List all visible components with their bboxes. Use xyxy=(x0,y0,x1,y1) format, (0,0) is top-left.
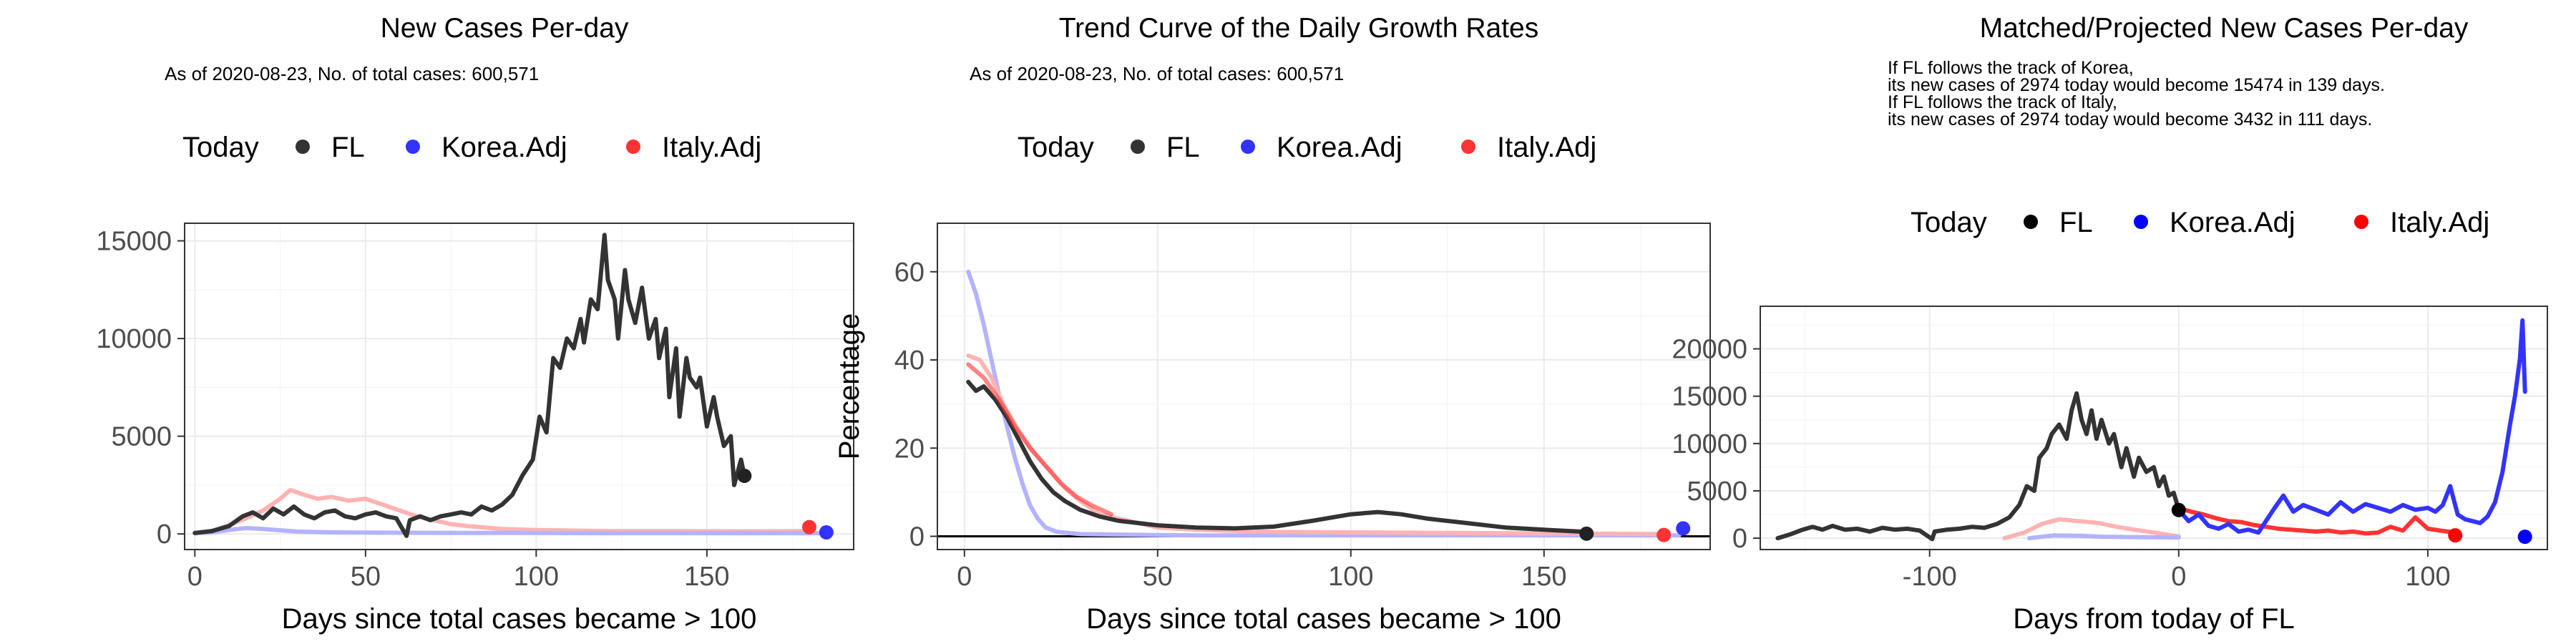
legend-marker xyxy=(2134,215,2148,229)
today-point-fl xyxy=(2171,502,2186,517)
chart-annotation: its new cases of 2974 today would become… xyxy=(1888,75,2385,95)
x-tick-label: 100 xyxy=(1328,562,1373,592)
series-line-italy-adj xyxy=(2176,505,2458,536)
legend-label: FL xyxy=(331,132,365,163)
chart-title: Trend Curve of the Daily Growth Rates xyxy=(1059,13,1538,44)
axes: -100 0 100 0 5000 10000 15000 20000 xyxy=(1672,335,2450,592)
series-line-italy-adj xyxy=(966,362,1113,517)
series-line-korea-adj xyxy=(2026,533,2181,541)
legend-label: Korea.Adj xyxy=(1277,132,1402,163)
series-group xyxy=(1775,318,2532,545)
y-tick-label: 10000 xyxy=(1672,429,1747,459)
series-line-korea-adj xyxy=(192,526,829,536)
legend-heading: Today xyxy=(1018,132,1094,163)
y-tick-label: 10000 xyxy=(96,324,172,354)
chart-subtitle: As of 2020-08-23, No. of total cases: 60… xyxy=(165,63,539,84)
series-line-fl xyxy=(966,379,1589,535)
x-tick-label: 150 xyxy=(1521,562,1566,592)
chart-annotation: its new cases of 2974 today would become… xyxy=(1888,109,2372,130)
y-tick-label: 0 xyxy=(157,519,172,550)
chart-title: New Cases Per-day xyxy=(381,13,629,44)
legend-marker xyxy=(2024,215,2038,229)
series-line-italy-adj xyxy=(192,487,811,536)
legend-marker xyxy=(1131,140,1145,154)
plot-background xyxy=(185,223,854,550)
legend-label: Korea.Adj xyxy=(2170,207,2296,238)
legend-label: FL xyxy=(2059,207,2093,238)
y-tick-label: 5000 xyxy=(1687,477,1747,507)
x-tick-label: 100 xyxy=(514,562,559,592)
y-tick-label: 15000 xyxy=(1672,382,1747,412)
plot-background xyxy=(937,223,1710,550)
x-tick-label: 50 xyxy=(1143,562,1173,592)
series-line-fl xyxy=(1775,391,2181,542)
chart-subtitle: As of 2020-08-23, No. of total cases: 60… xyxy=(970,63,1344,84)
y-axis-label: Percentage xyxy=(834,313,865,460)
chart-panel-1: New Cases Per-day As of 2020-08-23, No. o… xyxy=(96,13,854,635)
x-tick-label: 0 xyxy=(187,562,203,592)
legend-marker xyxy=(1241,140,1255,154)
axes: 0 50 100 150 0 20 40 60 xyxy=(894,258,1567,592)
legend-label: FL xyxy=(1166,132,1200,163)
today-point-italy-adj xyxy=(801,519,816,535)
y-tick-label: 20000 xyxy=(1672,335,1747,365)
y-tick-label: 60 xyxy=(894,258,924,288)
today-point-italy-adj xyxy=(2448,528,2463,543)
chart-legend: Today FL Korea.Adj Italy.Adj xyxy=(1018,132,1596,163)
chart-annotation: If FL follows the track of Korea, xyxy=(1888,58,2134,78)
legend-marker xyxy=(2354,215,2368,229)
today-point-korea-adj xyxy=(819,525,834,540)
chart-annotation: If FL follows the track of Italy, xyxy=(1888,92,2117,112)
legend-marker xyxy=(1461,140,1475,154)
plot-border xyxy=(1760,306,2548,550)
today-point-fl xyxy=(737,468,752,483)
y-tick-label: 40 xyxy=(894,346,924,376)
x-tick-label: 100 xyxy=(2405,562,2450,592)
x-axis-label: Days from today of FL xyxy=(2013,603,2294,635)
x-tick-label: 0 xyxy=(2171,562,2186,592)
grid xyxy=(1760,306,2547,550)
legend-heading: Today xyxy=(1911,207,1987,238)
y-tick-label: 15000 xyxy=(96,227,172,257)
series-group xyxy=(192,233,834,540)
today-point-korea-adj xyxy=(2517,530,2532,545)
legend-marker xyxy=(296,140,310,154)
chart-panel-2: Trend Curve of the Daily Growth Rates As … xyxy=(834,13,1711,635)
today-point-korea-adj xyxy=(1676,521,1691,536)
legend-label: Italy.Adj xyxy=(2390,207,2489,238)
chart-title: Matched/Projected New Cases Per-day xyxy=(1980,13,2469,44)
x-axis-label: Days since total cases became > 100 xyxy=(282,603,757,635)
today-point-fl xyxy=(1579,526,1594,541)
axes: 0 50 100 150 0 5000 10000 15000 xyxy=(96,227,729,592)
today-point-italy-adj xyxy=(1657,527,1672,542)
legend-label: Korea.Adj xyxy=(441,132,567,163)
x-tick-label: 50 xyxy=(351,562,381,592)
chart-legend: Today FL Korea.Adj Italy.Adj xyxy=(1911,207,2489,238)
plot-background xyxy=(1760,306,2547,550)
legend-marker xyxy=(626,140,640,154)
legend-marker xyxy=(406,140,420,154)
series-line-korea-adj xyxy=(2176,318,2527,535)
series-line-fl xyxy=(192,233,747,538)
legend-label: Italy.Adj xyxy=(1497,132,1596,163)
x-tick-label: 0 xyxy=(957,562,972,592)
series-group xyxy=(937,269,1710,542)
plot-border xyxy=(184,223,854,550)
x-axis-label: Days since total cases became > 100 xyxy=(1086,603,1561,635)
y-tick-label: 20 xyxy=(894,434,924,464)
y-tick-label: 5000 xyxy=(111,422,172,452)
series-line-korea-adj xyxy=(966,269,1682,538)
chart-legend: Today FL Korea.Adj Italy.Adj xyxy=(182,132,761,163)
legend-heading: Today xyxy=(182,132,259,163)
y-tick-label: 0 xyxy=(909,522,924,552)
chart-panel-3: Matched/Projected New Cases Per-day If FL… xyxy=(1672,13,2548,635)
plot-border xyxy=(937,223,1711,550)
x-tick-label: 150 xyxy=(684,562,729,592)
y-tick-label: 0 xyxy=(1732,524,1747,554)
series-line-italy-adj xyxy=(2002,517,2181,541)
legend-label: Italy.Adj xyxy=(662,132,761,163)
x-tick-label: -100 xyxy=(1903,562,1957,592)
